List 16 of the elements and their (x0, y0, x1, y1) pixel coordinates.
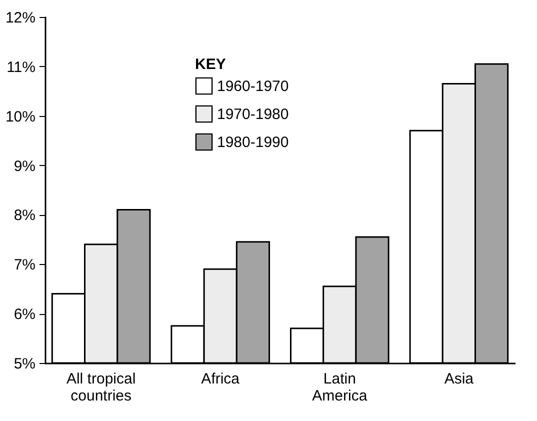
x-tick-label: Latin America (312, 370, 368, 404)
y-tick-label: 8% (14, 207, 36, 224)
x-tick-label: Africa (201, 370, 240, 388)
y-tick-label: 9% (14, 158, 36, 175)
y-tick-label: 7% (14, 256, 36, 274)
legend-label: 1960-1970 (217, 78, 289, 95)
legend-label: 1980-1990 (217, 134, 289, 151)
legend-label: 1970-1980 (217, 106, 289, 123)
x-tick-label: All tropical countries (66, 370, 136, 404)
y-tick-label: 10% (5, 108, 36, 126)
y-tick-label: 6% (14, 306, 36, 324)
y-tick-label: 5% (14, 356, 36, 372)
y-tick-label: 12% (5, 10, 36, 26)
y-tick-label: 11% (6, 58, 36, 76)
legend-title: KEY (195, 56, 226, 73)
x-tick-label: Asia (444, 370, 474, 388)
